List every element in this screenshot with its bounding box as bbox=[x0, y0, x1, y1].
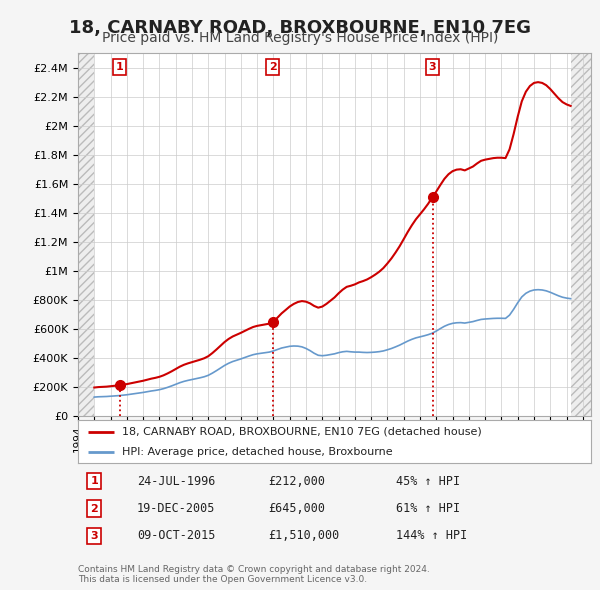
Text: 18, CARNABY ROAD, BROXBOURNE, EN10 7EG (detached house): 18, CARNABY ROAD, BROXBOURNE, EN10 7EG (… bbox=[122, 427, 481, 437]
Text: HPI: Average price, detached house, Broxbourne: HPI: Average price, detached house, Brox… bbox=[122, 447, 392, 457]
Text: 45% ↑ HPI: 45% ↑ HPI bbox=[396, 475, 460, 488]
Text: 2: 2 bbox=[269, 62, 277, 72]
Text: Price paid vs. HM Land Registry's House Price Index (HPI): Price paid vs. HM Land Registry's House … bbox=[102, 31, 498, 45]
Polygon shape bbox=[571, 53, 591, 416]
Text: 09-OCT-2015: 09-OCT-2015 bbox=[137, 529, 215, 542]
Text: 19-DEC-2005: 19-DEC-2005 bbox=[137, 502, 215, 515]
Text: 61% ↑ HPI: 61% ↑ HPI bbox=[396, 502, 460, 515]
Text: 3: 3 bbox=[91, 531, 98, 541]
Text: £1,510,000: £1,510,000 bbox=[268, 529, 339, 542]
Text: 144% ↑ HPI: 144% ↑ HPI bbox=[396, 529, 467, 542]
Text: 2: 2 bbox=[91, 504, 98, 513]
Text: 3: 3 bbox=[429, 62, 436, 72]
Text: £645,000: £645,000 bbox=[268, 502, 325, 515]
Text: Contains HM Land Registry data © Crown copyright and database right 2024.
This d: Contains HM Land Registry data © Crown c… bbox=[78, 565, 430, 584]
Text: 1: 1 bbox=[116, 62, 124, 72]
Text: £212,000: £212,000 bbox=[268, 475, 325, 488]
Text: 1: 1 bbox=[91, 476, 98, 486]
Polygon shape bbox=[78, 53, 94, 416]
Text: 24-JUL-1996: 24-JUL-1996 bbox=[137, 475, 215, 488]
Text: 18, CARNABY ROAD, BROXBOURNE, EN10 7EG: 18, CARNABY ROAD, BROXBOURNE, EN10 7EG bbox=[69, 19, 531, 37]
